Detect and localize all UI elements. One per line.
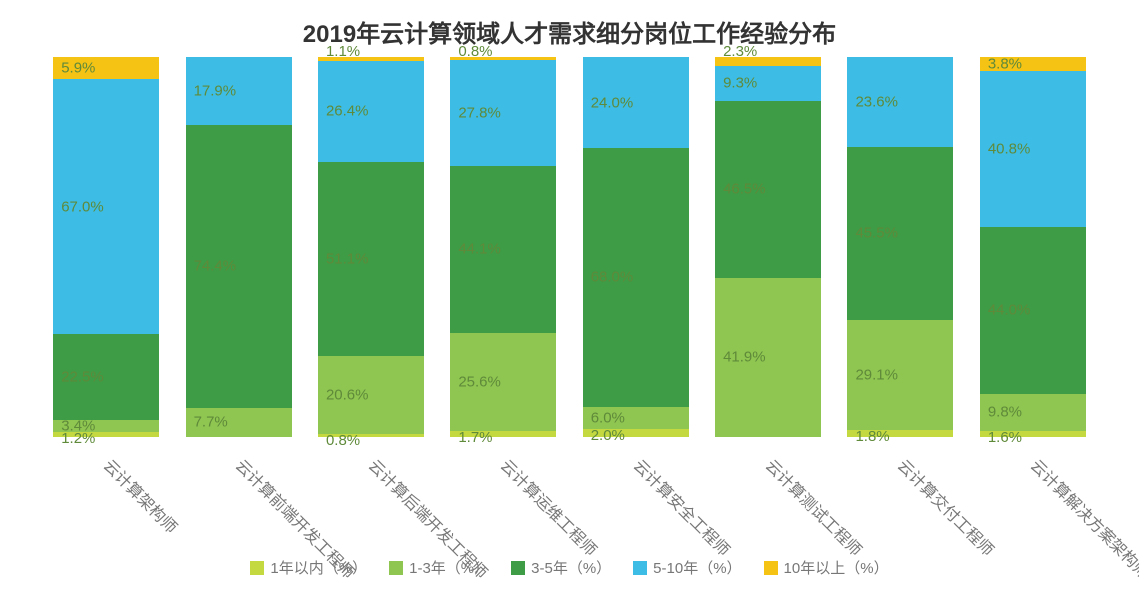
bar-value-label: 51.1%: [326, 250, 369, 267]
stacked-bar: 0.8%20.6%51.1%26.4%1.1%: [318, 57, 424, 437]
legend-item: 10年以上（%）: [764, 557, 889, 578]
bar-value-label: 20.6%: [326, 386, 369, 403]
bar-value-label: 44.1%: [458, 241, 501, 258]
bar-value-label: 0.8%: [458, 43, 492, 60]
bar-value-label: 3.4%: [61, 418, 95, 435]
stacked-bar: 1.7%25.6%44.1%27.8%0.8%: [450, 57, 556, 437]
bar-segment: 29.1%: [847, 320, 953, 431]
bar-segment: 44.0%: [980, 227, 1086, 394]
category-column: 0.8%20.6%51.1%26.4%1.1%: [305, 57, 437, 437]
bar-value-label: 44.0%: [988, 302, 1031, 319]
category-column: 1.6%9.8%44.0%40.8%3.8%: [967, 57, 1099, 437]
category-column: 1.7%25.6%44.1%27.8%0.8%: [437, 57, 569, 437]
x-axis-label: 云计算安全工程师: [629, 453, 736, 560]
legend-item: 3-5年（%）: [511, 557, 611, 578]
stacked-bar: 1.2%3.4%22.5%67.0%5.9%: [53, 57, 159, 437]
stacked-bar: 2.0% 6.0% 68.0% 24.0%: [583, 57, 689, 437]
legend: 1年以内（%）1-3年（%）3-5年（%）5-10年（%）10年以上（%）: [40, 557, 1099, 578]
bar-segment: 25.6%: [450, 333, 556, 430]
legend-label: 5-10年（%）: [653, 557, 741, 578]
bar-value-label: 45.5%: [855, 225, 898, 242]
bar-value-label: 9.3%: [723, 75, 757, 92]
bar-segment: 27.8%: [450, 60, 556, 166]
stacked-bar: 1.8% 29.1% 45.5% 23.6%: [847, 57, 953, 437]
bar-segment: 2.0%: [583, 429, 689, 437]
bar-segment: 9.8%: [980, 394, 1086, 431]
stacked-bar: 7.7% 74.4% 17.9%: [186, 57, 292, 437]
category-column: 2.0% 6.0% 68.0% 24.0%: [570, 57, 702, 437]
bar-segment: 20.6%: [318, 356, 424, 434]
bar-value-label: 5.9%: [61, 60, 95, 77]
bar-segment: 5.9%: [53, 57, 159, 79]
category-column: 7.7% 74.4% 17.9%: [172, 57, 304, 437]
bar-value-label: 68.0%: [591, 269, 634, 286]
x-axis-label: 云计算架构师: [99, 453, 184, 538]
bar-segment: 41.9%: [715, 278, 821, 437]
bar-segment: 0.8%: [450, 57, 556, 60]
bar-value-label: 46.5%: [723, 181, 766, 198]
bar-segment: 40.8%: [980, 71, 1086, 226]
bar-value-label: 23.6%: [855, 93, 898, 110]
bar-value-label: 1.1%: [326, 43, 360, 60]
legend-swatch: [633, 561, 647, 575]
bar-value-label: 40.8%: [988, 140, 1031, 157]
bar-value-label: 9.8%: [988, 404, 1022, 421]
bar-segment: 24.0%: [583, 57, 689, 148]
bar-value-label: 27.8%: [458, 104, 501, 121]
x-axis-label: 云计算交付工程师: [893, 453, 1000, 560]
bar-segment: 6.0%: [583, 407, 689, 430]
bar-value-label: 26.4%: [326, 103, 369, 120]
bar-segment: 22.5%: [53, 334, 159, 420]
bar-value-label: 17.9%: [194, 83, 237, 100]
bar-value-label: 24.0%: [591, 94, 634, 111]
bar-segment: 74.4%: [186, 125, 292, 408]
bar-segment: 23.6%: [847, 57, 953, 147]
bar-value-label: 6.0%: [591, 410, 625, 427]
legend-swatch: [764, 561, 778, 575]
bar-value-label: 29.1%: [855, 366, 898, 383]
bar-segment: 17.9%: [186, 57, 292, 125]
legend-swatch: [511, 561, 525, 575]
legend-swatch: [389, 561, 403, 575]
plot-area: 1.2%3.4%22.5%67.0%5.9%7.7%74.4%17.9%0.8%…: [40, 57, 1099, 437]
x-axis-label-area: 云计算架构师云计算前端开发工程师云计算后端开发工程师云计算运维工程师云计算安全工…: [40, 437, 1099, 557]
chart-title: 2019年云计算领域人才需求细分岗位工作经验分布: [40, 14, 1099, 49]
legend-label: 10年以上（%）: [784, 557, 889, 578]
bar-segment: 3.4%: [53, 420, 159, 433]
bar-value-label: 7.7%: [194, 414, 228, 431]
stacked-bar: 41.9% 46.5% 9.3% 2.3%: [715, 57, 821, 437]
legend-swatch: [250, 561, 264, 575]
bar-value-label: 22.5%: [61, 368, 104, 385]
chart-container: 2019年云计算领域人才需求细分岗位工作经验分布 1.2%3.4%22.5%67…: [0, 0, 1139, 607]
bar-segment: 7.7%: [186, 408, 292, 437]
bar-segment: 46.5%: [715, 101, 821, 278]
bar-segment: 9.3%: [715, 66, 821, 101]
legend-item: 5-10年（%）: [633, 557, 741, 578]
bar-value-label: 41.9%: [723, 349, 766, 366]
category-column: 41.9% 46.5% 9.3% 2.3%: [702, 57, 834, 437]
category-column: 1.8% 29.1% 45.5% 23.6%: [834, 57, 966, 437]
bar-segment: 1.8%: [847, 430, 953, 437]
bar-segment: 44.1%: [450, 166, 556, 334]
bar-value-label: 3.8%: [988, 56, 1022, 73]
bar-segment: 67.0%: [53, 79, 159, 334]
bar-segment: 68.0%: [583, 148, 689, 406]
x-axis-label: 云计算测试工程师: [761, 453, 868, 560]
bar-segment: 1.1%: [318, 57, 424, 61]
x-axis-label: 云计算运维工程师: [496, 453, 603, 560]
bar-value-label: 2.3%: [723, 43, 757, 60]
bar-segment: 45.5%: [847, 147, 953, 320]
bar-segment: 51.1%: [318, 162, 424, 356]
stacked-bar: 1.6%9.8%44.0%40.8%3.8%: [980, 57, 1086, 437]
category-column: 1.2%3.4%22.5%67.0%5.9%: [40, 57, 172, 437]
bar-segment: 3.8%: [980, 57, 1086, 71]
legend-label: 3-5年（%）: [531, 557, 611, 578]
bar-value-label: 25.6%: [458, 373, 501, 390]
bar-segment: 26.4%: [318, 61, 424, 161]
bar-value-label: 67.0%: [61, 198, 104, 215]
bar-segment: 2.3%: [715, 57, 821, 66]
bar-value-label: 74.4%: [194, 258, 237, 275]
